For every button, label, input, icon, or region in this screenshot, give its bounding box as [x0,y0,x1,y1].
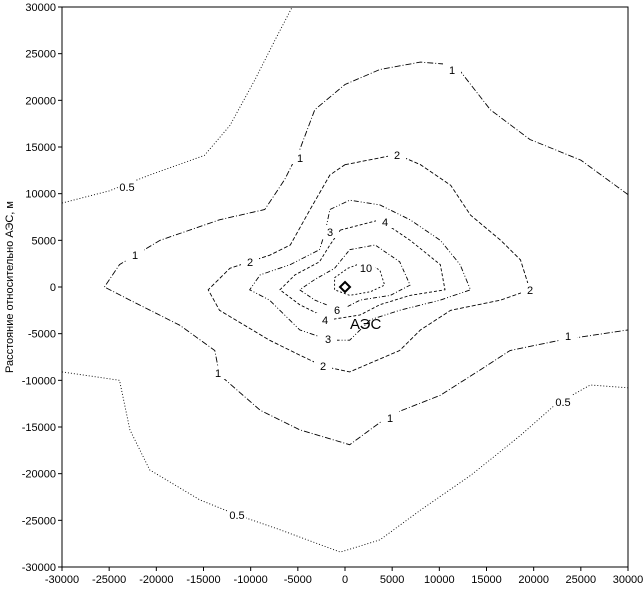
y-tick-label: -25000 [22,515,56,527]
contour-label: 10 [360,263,372,275]
contour-label-bg [316,313,334,326]
y-tick-label: -5000 [28,329,56,341]
contour-label: 3 [327,227,333,239]
contour-line [279,219,446,321]
y-tick-label: -20000 [22,469,56,481]
x-tick-label: 5000 [380,574,404,586]
y-tick-label: 20000 [25,95,56,107]
contour-label: 1 [297,153,303,165]
contour-label-bg [357,261,375,274]
contour-label: 6 [334,305,340,317]
contour-label-bg [118,180,136,193]
contour-label: 2 [527,285,533,297]
contour-label: 1 [215,368,221,380]
contour-label-bg [381,411,399,424]
x-tick-label: -20000 [139,574,173,586]
contour-label-bg [228,508,246,521]
contour-line [249,199,472,341]
x-tick-label: -5000 [284,574,312,586]
station-marker [338,280,352,294]
contour-label: 4 [322,315,328,327]
contour-label: 1 [132,250,138,262]
x-tick-label: 25000 [566,574,597,586]
contour-label: 1 [565,331,571,343]
y-tick-label: 25000 [25,49,56,61]
contour-label: 0.5 [555,397,570,409]
contour-label: 2 [320,361,326,373]
contour-label-bg [241,255,259,268]
contour-label: 3 [325,334,331,346]
y-tick-label: 10000 [25,189,56,201]
contour-line [207,154,531,373]
contour-label: 0.5 [229,510,244,522]
y-tick-label: 15000 [25,142,56,154]
contour-line [61,371,629,553]
y-tick-label: 0 [50,282,56,294]
x-tick-label: -25000 [92,574,126,586]
x-tick-label: -15000 [186,574,220,586]
x-tick-label: 15000 [471,574,502,586]
contour-label-bg [443,63,461,76]
contour-label-bg [328,303,346,316]
contour-label-bg [321,225,339,238]
contour-label: 0.5 [119,182,134,194]
contour-label: 2 [247,257,253,269]
contour-label-bg [291,151,309,164]
contour-label-bg [388,148,406,161]
contour-label-bg [209,366,227,379]
contour-label-bg [319,332,337,345]
y-tick-label: 5000 [32,235,56,247]
contour-label-bg [554,395,572,408]
y-tick-label: -30000 [22,562,56,574]
contour-label-bg [521,283,539,296]
contour-label-bg [314,359,332,372]
contour-line [103,61,629,446]
x-tick-label: 20000 [518,574,549,586]
contour-label-bg [376,215,394,228]
contour-line [61,6,293,204]
y-tick-label: -10000 [22,375,56,387]
x-tick-label: 0 [342,574,348,586]
contour-label: 1 [387,413,393,425]
contour-label-bg [559,329,577,342]
contour-label-bg [126,248,144,261]
y-axis-label: Расстояние относительно АЭС, м [4,201,16,373]
contour-label: 4 [382,217,388,229]
contour-label: 2 [394,150,400,162]
contour-label: 1 [449,65,455,77]
x-tick-label: -10000 [234,574,268,586]
y-tick-label: 30000 [25,2,56,14]
x-tick-label: 10000 [424,574,455,586]
x-tick-label: -30000 [45,574,79,586]
contour-lines [61,6,629,553]
annotation: АЭС [350,316,381,333]
y-tick-label: -15000 [22,422,56,434]
contour-line [298,244,411,311]
x-tick-label: 30000 [613,574,644,586]
